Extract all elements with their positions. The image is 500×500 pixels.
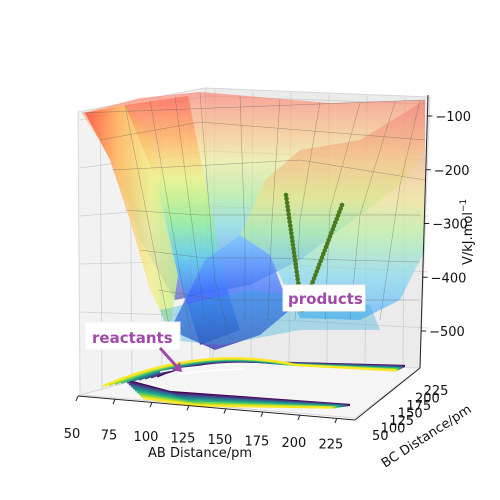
trajectory-point — [285, 204, 290, 209]
z-axis-label-main: V/kJ.mol — [461, 212, 476, 265]
axis-lines — [77, 94, 429, 421]
x-tick-mark — [260, 411, 264, 417]
trajectory-point — [326, 237, 332, 243]
annotation-reactants: reactants — [84, 321, 182, 372]
trajectory-point — [294, 269, 300, 275]
trajectory-point — [291, 250, 297, 255]
z-axis-ticks: −100 −200 −300 −400 −500 — [421, 110, 471, 340]
trajectory-point — [318, 258, 324, 264]
z-tick-label: −500 — [429, 325, 465, 340]
trajectory-point — [323, 244, 329, 250]
y-tick-label: 100 — [381, 422, 406, 437]
trajectory-point — [288, 223, 293, 228]
trajectory-point — [286, 215, 292, 221]
trajectory-point — [294, 273, 300, 278]
x-tick-mark — [297, 414, 301, 421]
trajectory-point — [311, 276, 317, 281]
x-tick-mark — [223, 408, 227, 414]
trajectory-point — [319, 255, 325, 260]
trajectory-point — [290, 242, 296, 248]
x-tick-label: 225 — [318, 438, 343, 453]
trajectory-point — [284, 200, 290, 205]
z-tick-label: −300 — [432, 218, 468, 233]
z-tick-label: −100 — [435, 110, 471, 125]
annotation-reactants-label: reactants — [92, 329, 173, 347]
trajectory-point — [335, 213, 341, 218]
y-tick-label: 175 — [406, 399, 431, 414]
y-tick-label: 200 — [415, 392, 440, 407]
y-tick-label: 125 — [389, 414, 414, 429]
trajectory-point — [334, 216, 340, 222]
x-tick-label: 50 — [64, 427, 81, 442]
trajectory-point — [322, 248, 328, 253]
trajectory-point — [330, 227, 336, 232]
contour-line — [174, 368, 246, 376]
annotation-products: products — [282, 284, 366, 312]
trajectory-point — [325, 241, 330, 246]
x-axis-ticks: 50 75 100 125 150 175 200 225 — [64, 395, 343, 453]
trajectory-point — [314, 269, 320, 274]
trajectory-point — [327, 234, 333, 239]
x-tick-label: 100 — [134, 430, 159, 445]
trajectory-point — [338, 206, 344, 211]
y-tick-label: 150 — [398, 407, 423, 422]
trajectory-point — [295, 277, 301, 282]
trajectory-point — [285, 208, 291, 213]
floor-contours — [102, 357, 406, 409]
x-tick-label: 150 — [208, 433, 233, 448]
trajectory-point — [291, 246, 296, 251]
z-tick-label: −200 — [434, 164, 470, 179]
trajectory-point — [286, 211, 292, 217]
trajectory-point — [283, 192, 289, 198]
x-tick-mark — [149, 402, 153, 408]
trajectory-point — [329, 230, 334, 236]
surface-valley — [170, 235, 290, 350]
energy-surface — [81, 92, 426, 350]
trajectory-point — [315, 265, 321, 271]
x-tick-mark — [112, 398, 116, 405]
x-tick-mark — [186, 405, 190, 411]
trajectory-point — [287, 219, 293, 225]
trajectory-point — [292, 257, 298, 263]
contour-line — [142, 396, 333, 409]
x-tick-label: 175 — [245, 435, 270, 450]
trajectory-point — [317, 262, 322, 267]
trajectory-point — [288, 227, 294, 232]
annotation-products-label: products — [288, 290, 363, 308]
z-axis-label: V/kJ.mol−1 — [459, 199, 476, 265]
x-tick-label: 200 — [282, 436, 307, 451]
contour-line — [159, 364, 231, 373]
trajectory-point — [284, 196, 289, 202]
trajectory-point — [337, 209, 342, 215]
x-axis-label: AB Distance/pm — [148, 446, 252, 461]
trajectory-point — [296, 280, 301, 286]
x-tick-mark — [75, 395, 79, 402]
trajectory-point — [289, 231, 294, 236]
z-tick-label: −400 — [431, 271, 467, 286]
trajectory-point — [333, 220, 338, 225]
trajectory-point — [310, 279, 316, 285]
x-tick-mark — [334, 417, 338, 424]
trajectory-point — [289, 234, 295, 240]
y-tick-label: 50 — [372, 429, 389, 444]
trajectory-point — [313, 272, 318, 278]
x-tick-label: 75 — [101, 429, 118, 444]
trajectory-point — [292, 253, 297, 259]
trajectory-point — [321, 251, 326, 257]
z-axis-label-exponent: −1 — [459, 199, 469, 212]
trajectory-point — [293, 261, 298, 267]
trajectory-point — [339, 202, 345, 208]
x-tick-label: 125 — [171, 432, 196, 447]
surface-left-wall — [85, 105, 178, 330]
trajectory-point — [293, 265, 299, 271]
trajectory-point — [290, 238, 295, 244]
contour-line — [102, 357, 397, 388]
trajectory-point — [331, 223, 337, 229]
y-tick-label: 225 — [424, 384, 449, 399]
